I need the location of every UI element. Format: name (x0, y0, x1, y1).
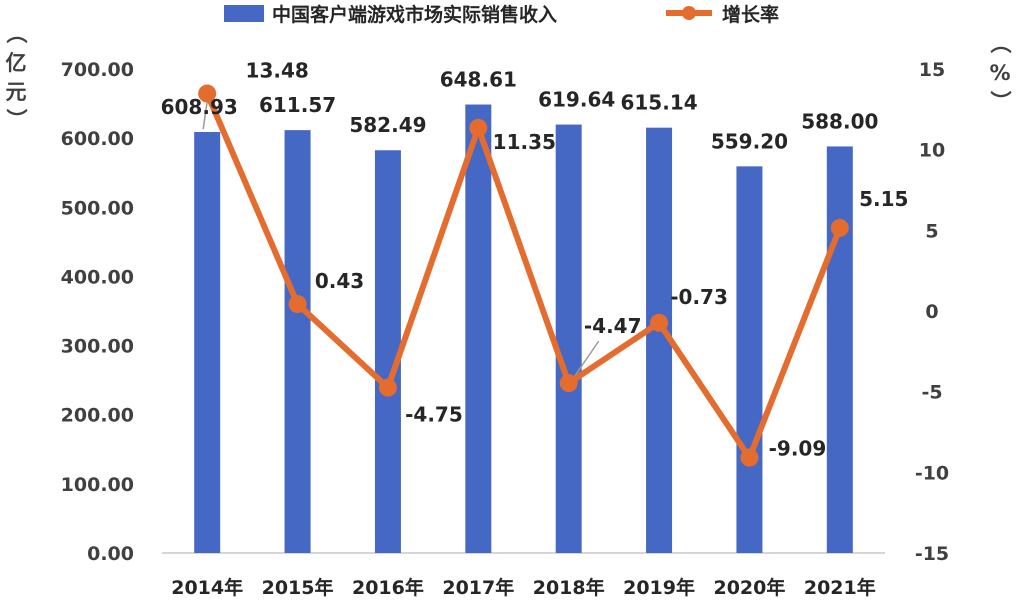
left-tick-label: 600.00 (61, 128, 134, 150)
right-axis-unit-label: （% ） (988, 33, 1012, 112)
x-tick-label: 2019年 (623, 576, 695, 599)
leader-line (202, 101, 208, 130)
bar-value-label: 611.57 (259, 93, 336, 117)
growth-value-label: -9.09 (769, 437, 827, 461)
left-tick-label: 0.00 (87, 543, 134, 565)
x-tick-label: 2016年 (352, 576, 424, 599)
x-tick-label: 2017年 (442, 576, 514, 599)
legend-line-marker (682, 6, 696, 20)
growth-value-label: -4.47 (584, 314, 642, 338)
left-unit-char: （ (4, 23, 28, 44)
growth-value-label: -0.73 (670, 285, 728, 309)
leader-line (572, 340, 600, 380)
left-unit-char: 亿 (6, 51, 27, 75)
right-tick-label: 10 (919, 140, 945, 162)
growth-value-label: 13.48 (246, 59, 309, 83)
revenue-bar (826, 146, 853, 553)
left-unit-char: ） (4, 109, 28, 130)
left-tick-label: 700.00 (61, 59, 134, 81)
x-tick-label: 2015年 (262, 576, 334, 599)
bar-value-label: 615.14 (620, 91, 697, 115)
right-unit-char: ） (988, 91, 1012, 112)
bar-value-label: 608.93 (161, 95, 238, 119)
right-unit-char: % (989, 61, 1010, 85)
revenue-bar (194, 131, 221, 554)
right-tick-label: 15 (919, 59, 945, 81)
x-tick-label: 2014年 (171, 576, 243, 599)
left-tick-label: 500.00 (61, 197, 134, 219)
x-axis-ticks: 2014年 2015年 2016年 2017年 2018年 2019年 2020年 2021年 (171, 576, 876, 599)
x-tick-label: 2018年 (533, 576, 605, 599)
revenue-bar (284, 130, 311, 553)
bar-value-label: 648.61 (440, 68, 517, 92)
legend: 中国客户端游戏市场实际销售收入 增长率 (224, 3, 779, 26)
growth-value-label: 0.43 (315, 269, 364, 293)
line-data-labels: 13.48 0.43 -4.75 11.35 -4.47 -0.73 -9.09 5.15 (246, 59, 909, 461)
right-tick-label: -5 (921, 382, 942, 404)
revenue-bar (374, 150, 401, 554)
legend-bar-swatch (224, 5, 264, 22)
right-tick-label: 5 (925, 220, 938, 242)
revenue-bar (736, 166, 763, 553)
growth-value-label: -4.75 (405, 403, 463, 427)
bar-value-label: 582.49 (349, 113, 426, 137)
x-tick-label: 2020年 (713, 576, 785, 599)
legend-bar-label: 中国客户端游戏市场实际销售收入 (272, 3, 557, 26)
left-tick-label: 400.00 (61, 266, 134, 288)
left-axis-unit-label: （ 亿元 ） (4, 23, 28, 130)
growth-marker (650, 313, 669, 332)
left-unit-char: 元 (6, 80, 27, 104)
bar-series (194, 104, 853, 554)
growth-line (204, 90, 843, 461)
growth-marker (469, 118, 488, 137)
growth-marker (830, 218, 849, 237)
bar-value-label: 588.00 (801, 109, 878, 133)
right-unit-char: （ (988, 33, 1012, 54)
left-tick-label: 200.00 (61, 405, 134, 427)
revenue-bar (555, 124, 582, 553)
growth-value-label: 5.15 (859, 187, 908, 211)
right-tick-label: -15 (915, 543, 949, 565)
growth-marker (288, 295, 307, 314)
bar-value-label: 619.64 (538, 88, 615, 112)
bar-data-labels: 608.93 611.57 582.49 648.61 619.64 615.14 559.… (161, 68, 879, 154)
right-tick-label: -10 (915, 462, 949, 484)
right-axis-ticks: -15 -10 -5 0 5 10 15 (915, 59, 949, 565)
growth-marker (559, 374, 578, 393)
right-tick-label: 0 (925, 301, 938, 323)
growth-marker (378, 378, 397, 397)
legend-line-label: 增长率 (722, 3, 779, 26)
growth-line-series (198, 84, 849, 467)
growth-value-label: 11.35 (493, 130, 556, 154)
growth-marker (198, 84, 217, 103)
revenue-bar (465, 104, 492, 553)
bar-value-label: 559.20 (711, 129, 788, 153)
left-tick-label: 100.00 (61, 474, 134, 496)
leader-lines (202, 101, 600, 380)
x-tick-label: 2021年 (804, 576, 876, 599)
left-axis-ticks: 0.00 100.00 200.00 300.00 400.00 500.00 600.00… (61, 59, 134, 565)
growth-marker (740, 448, 759, 467)
left-tick-label: 300.00 (61, 336, 134, 358)
